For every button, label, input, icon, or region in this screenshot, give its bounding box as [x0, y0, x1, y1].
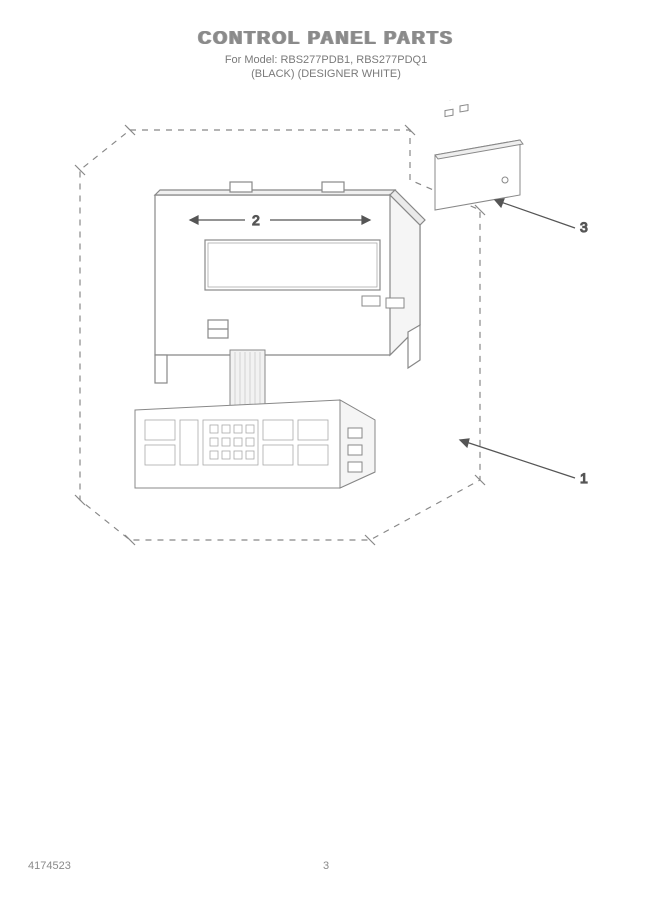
- parts-diagram: 2 3 1: [40, 100, 610, 620]
- page-number: 3: [323, 860, 329, 872]
- model-line: For Model: RBS277PDB1, RBS277PDQ1 (BLACK…: [0, 53, 652, 82]
- callout-1-label: 1: [580, 470, 588, 486]
- subtitle-line2: (BLACK) (DESIGNER WHITE): [251, 68, 401, 80]
- page-container: CONTROL PANEL PARTS For Model: RBS277PDB…: [0, 0, 652, 900]
- document-title: CONTROL PANEL PARTS: [0, 28, 652, 49]
- callout-3: 3: [495, 199, 588, 235]
- part-keypad-overlay: [135, 350, 375, 488]
- header: CONTROL PANEL PARTS For Model: RBS277PDB…: [0, 0, 652, 82]
- callout-3-label: 3: [580, 219, 588, 235]
- subtitle-line1: For Model: RBS277PDB1, RBS277PDQ1: [225, 54, 427, 66]
- document-number: 4174523: [28, 860, 71, 872]
- callout-2-label: 2: [252, 212, 260, 228]
- part-control-panel-frame: [155, 182, 425, 383]
- part-circuit-board: [435, 100, 523, 210]
- diagram-area: 2 3 1: [40, 100, 610, 620]
